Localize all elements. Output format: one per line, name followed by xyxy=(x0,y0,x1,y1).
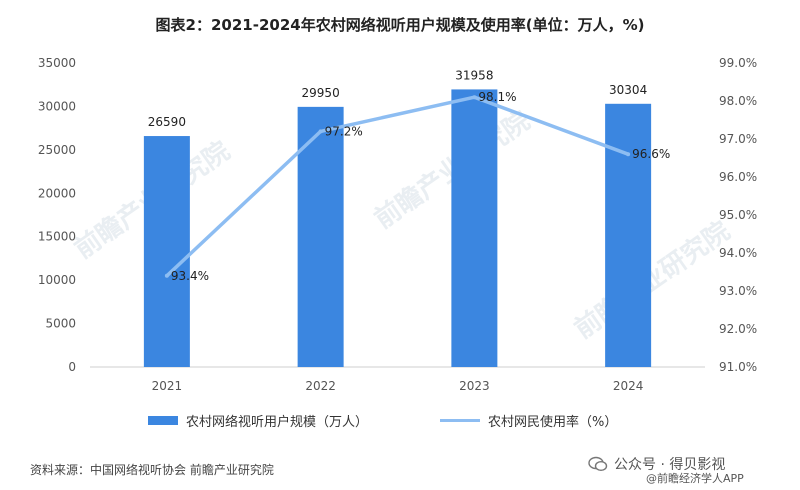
source-note: 资料来源：中国网络视听协会 前瞻产业研究院 xyxy=(30,463,274,477)
wechat-icon xyxy=(588,456,608,472)
legend-label-line: 农村网民使用率（%） xyxy=(488,415,618,430)
legend-swatch-bar xyxy=(148,416,178,425)
legend-swatch-line xyxy=(440,419,480,422)
line-point xyxy=(164,273,169,278)
bar-data-label: 31958 xyxy=(455,68,493,82)
y-right-tick-label: 95.0% xyxy=(719,208,757,222)
line-data-label: 97.2% xyxy=(325,124,363,138)
y-left-tick-label: 5000 xyxy=(45,317,76,331)
legend-label-bar: 农村网络视听用户规模（万人） xyxy=(186,415,369,430)
line-data-label: 96.6% xyxy=(632,147,670,161)
y-left-tick-label: 0 xyxy=(68,360,76,374)
watermark-text: 公众号 · 得贝影视 xyxy=(614,457,726,473)
y-right-tick-label: 92.0% xyxy=(719,322,757,336)
y-right-tick-label: 94.0% xyxy=(719,246,757,260)
bar-data-label: 29950 xyxy=(302,86,340,100)
x-tick-label: 2024 xyxy=(613,379,644,393)
line-data-label: 93.4% xyxy=(171,269,209,283)
y-left-tick-label: 35000 xyxy=(38,56,76,70)
line-point xyxy=(626,152,631,157)
line-point xyxy=(472,95,477,100)
line-data-label: 98.1% xyxy=(478,90,516,104)
y-left-tick-label: 20000 xyxy=(38,186,76,200)
y-left-tick-label: 25000 xyxy=(38,143,76,157)
series-line xyxy=(165,95,629,278)
bar-data-label: 30304 xyxy=(609,83,647,97)
bar-data-label: 26590 xyxy=(148,115,186,129)
y-left-tick-label: 10000 xyxy=(38,273,76,287)
y-right-tick-label: 93.0% xyxy=(719,284,757,298)
app-label: @前瞻经济学人APP xyxy=(646,472,744,485)
bar xyxy=(605,103,652,367)
y-left-tick-label: 30000 xyxy=(38,99,76,113)
x-tick-label: 2023 xyxy=(459,379,490,393)
y-right-tick-label: 97.0% xyxy=(719,132,757,146)
y-left-tick-label: 15000 xyxy=(38,230,76,244)
y-right-tick-label: 91.0% xyxy=(719,360,757,374)
legend-item-bar: 农村网络视听用户规模（万人） xyxy=(148,411,368,430)
wechat-watermark: 公众号 · 得贝影视 xyxy=(588,454,725,474)
chart-title: 图表2：2021-2024年农村网络视听用户规模及使用率(单位：万人，%) xyxy=(155,16,645,34)
y-right-tick-label: 99.0% xyxy=(719,56,757,70)
y-right-tick-label: 98.0% xyxy=(719,94,757,108)
y-right-tick-label: 96.0% xyxy=(719,170,757,184)
line-point xyxy=(318,129,323,134)
x-tick-label: 2021 xyxy=(152,379,183,393)
bar xyxy=(297,106,344,367)
bar xyxy=(451,89,498,368)
legend-item-line: 农村网民使用率（%） xyxy=(440,411,617,430)
x-tick-label: 2022 xyxy=(305,379,336,393)
bar xyxy=(143,136,190,367)
